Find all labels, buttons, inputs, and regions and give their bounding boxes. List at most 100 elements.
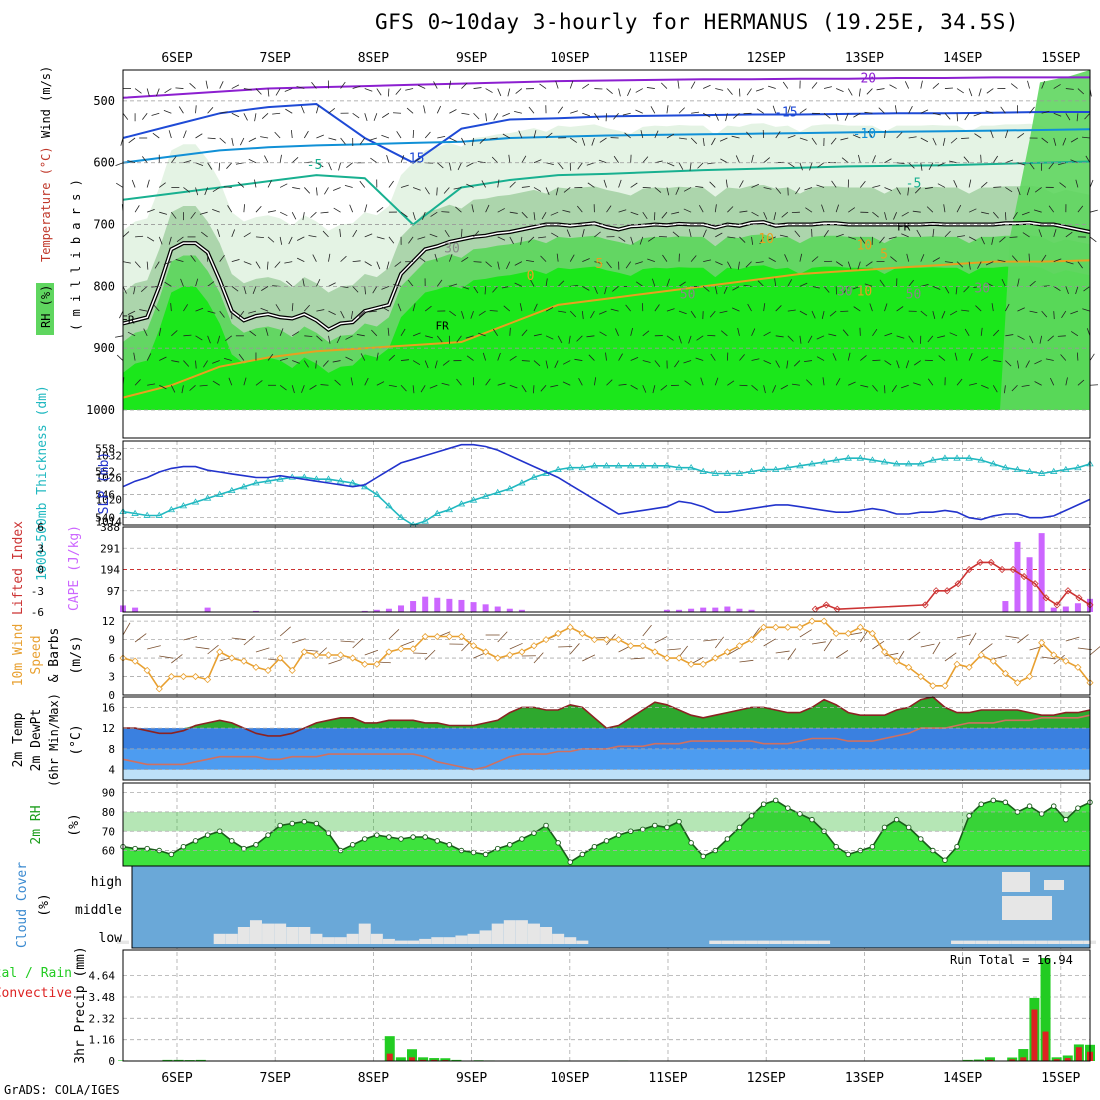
wind-barb	[1065, 88, 1074, 90]
wind-barb	[739, 236, 746, 243]
wind-barb	[272, 112, 281, 115]
wind-barb	[212, 208, 220, 213]
wind-barb	[941, 310, 946, 319]
wind-barb	[1084, 112, 1091, 120]
wind-barb	[400, 640, 415, 647]
wind-barb	[811, 137, 817, 145]
thickness-marker	[252, 479, 260, 486]
wind-barb	[932, 257, 940, 262]
wind-barb	[122, 622, 131, 636]
wind-barb	[950, 137, 958, 144]
wind-barb	[956, 378, 963, 386]
wind-barb	[635, 281, 643, 287]
thickness-marker	[687, 463, 695, 471]
li-tick-label: 6	[37, 521, 44, 534]
wind-barb	[338, 162, 341, 171]
wind-barb	[690, 310, 696, 318]
rh-line-point	[132, 845, 138, 852]
freezing-level-inner	[122, 221, 1091, 331]
li-line	[815, 561, 1091, 611]
thickness-marker	[554, 465, 562, 473]
wind-barb	[497, 382, 506, 386]
wind-barb	[787, 135, 796, 139]
pressure-tick-label: 900	[93, 341, 115, 355]
wind-barb	[642, 156, 649, 163]
wind-speed-marker	[796, 623, 804, 631]
wind-barb	[613, 155, 619, 163]
wind-barb	[538, 236, 547, 239]
cloud-low-bar	[346, 933, 359, 944]
li-marker	[976, 558, 984, 566]
wind-barb	[896, 162, 905, 165]
wind-barb	[146, 88, 150, 97]
wind-barb	[387, 88, 390, 97]
wind-barb	[627, 88, 632, 97]
wind-barb	[497, 88, 502, 97]
wind-barb	[238, 353, 245, 361]
wind-barb	[799, 253, 803, 262]
wind-barb	[823, 639, 833, 652]
temp-ylabel-3: (6hr Min/Max)	[47, 693, 61, 787]
cape-bar	[398, 605, 405, 612]
wind-barb	[116, 182, 124, 188]
wind-barb	[739, 354, 745, 361]
rh-line-point	[192, 838, 199, 844]
wind-barb	[1070, 137, 1079, 143]
temp-tick-label: 8	[108, 743, 115, 756]
wind-barb	[990, 130, 994, 139]
cloud-ylabel-2: (%)	[37, 893, 52, 916]
wind-barb	[309, 384, 317, 390]
wind-barb	[134, 261, 141, 268]
cape-bar	[676, 609, 683, 612]
wind-barb	[678, 137, 688, 140]
wind-barb	[956, 634, 971, 639]
wind-barb	[787, 309, 796, 312]
precip-tick-label: 2.32	[89, 1012, 116, 1025]
wind-barb	[539, 83, 547, 89]
wind-barb	[630, 327, 633, 336]
thickness-marker	[179, 502, 188, 509]
wind-barb	[328, 659, 342, 665]
temperature-legend-label: Temperature (°C)	[39, 146, 53, 262]
wind-barb	[400, 328, 406, 337]
wind-barb	[284, 88, 293, 92]
wind-barb	[240, 137, 245, 146]
cloud-low-bar	[225, 933, 238, 944]
wind-barb	[316, 309, 325, 312]
wind-barb	[860, 384, 869, 388]
wind-barb	[896, 131, 903, 139]
wind-barb	[581, 229, 585, 238]
wind-barb	[142, 113, 148, 120]
wind-barb	[816, 356, 825, 361]
wind-barb	[139, 309, 148, 312]
wind-barb	[152, 132, 160, 139]
wind-barb	[1034, 360, 1042, 365]
wind-barb	[1033, 209, 1042, 213]
wind-barb	[893, 212, 897, 220]
wind-barb	[477, 161, 486, 164]
wind-barb	[1077, 261, 1083, 269]
cloud-low-bar	[721, 940, 734, 944]
wind-barb	[195, 360, 197, 369]
rh-line-point	[966, 813, 972, 819]
cloud-low-bar	[552, 933, 565, 944]
thickness-marker	[445, 505, 454, 513]
wind-barb	[955, 286, 958, 295]
wind-barb	[417, 236, 426, 240]
wind-speed-marker	[349, 654, 357, 662]
wind-barb	[267, 353, 274, 361]
wind-barb	[497, 236, 506, 241]
wind-barb	[170, 385, 176, 393]
cape-tick-label: 388	[100, 521, 120, 534]
wind-barb	[412, 187, 421, 191]
wind-barb	[292, 360, 300, 364]
wind-barb	[545, 132, 553, 139]
li-marker	[943, 587, 951, 595]
wind-barb	[545, 335, 554, 340]
rh-line-point	[893, 816, 900, 823]
wind-barb	[980, 327, 983, 336]
wind-barb	[227, 205, 233, 213]
wind-barb	[598, 310, 607, 315]
li-marker	[932, 587, 940, 595]
wind-barb	[606, 88, 613, 94]
